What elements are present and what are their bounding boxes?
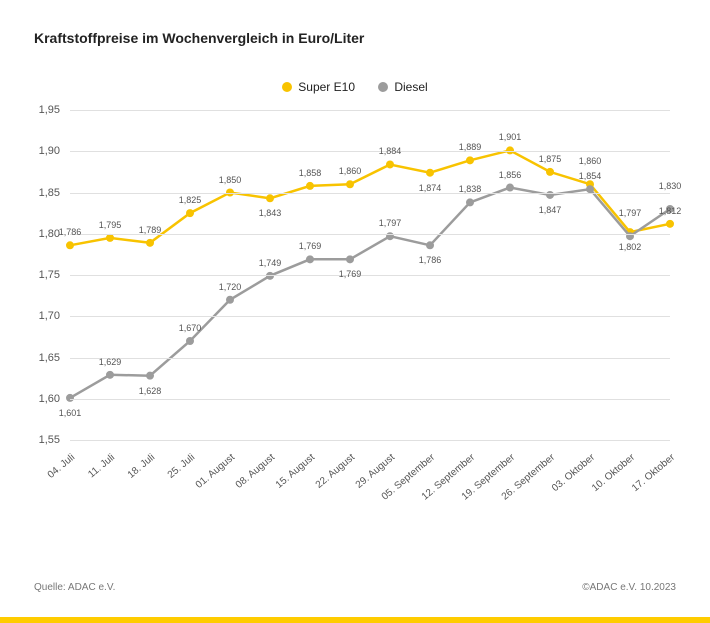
data-label: 1,858 [299, 168, 322, 178]
copyright-caption: ©ADAC e.V. 10.2023 [582, 582, 676, 593]
data-label: 1,860 [339, 166, 362, 176]
gridline [70, 358, 670, 359]
data-point [146, 239, 154, 247]
chart-title: Kraftstoffpreise im Wochenvergleich in E… [34, 30, 364, 46]
data-point [466, 156, 474, 164]
data-point [66, 241, 74, 249]
chart-area: 1,551,601,651,701,751,801,851,901,9504. … [70, 110, 670, 440]
data-label: 1,797 [619, 208, 642, 218]
x-axis-label: 01. August [194, 452, 237, 491]
data-label: 1,720 [219, 282, 242, 292]
data-label: 1,769 [339, 269, 362, 279]
x-axis-label: 15. August [274, 452, 317, 491]
page-root: Kraftstoffpreise im Wochenvergleich in E… [0, 0, 710, 623]
y-axis-label: 1,80 [10, 228, 60, 240]
x-axis-label: 17. Oktober [630, 452, 677, 494]
data-point [306, 182, 314, 190]
x-axis-label: 08. August [234, 452, 277, 491]
data-point [426, 241, 434, 249]
data-label: 1,847 [539, 205, 562, 215]
data-label: 1,789 [139, 225, 162, 235]
data-point [146, 372, 154, 380]
gridline [70, 275, 670, 276]
legend-item-diesel: Diesel [378, 80, 427, 94]
data-label: 1,901 [499, 132, 522, 142]
y-axis-label: 1,70 [10, 310, 60, 322]
data-label: 1,854 [579, 171, 602, 181]
data-point [466, 198, 474, 206]
legend: Super E10 Diesel [0, 80, 710, 95]
data-point [226, 296, 234, 304]
data-point [106, 234, 114, 242]
data-point [426, 169, 434, 177]
legend-swatch-e10 [282, 82, 292, 92]
data-label: 1,802 [619, 242, 642, 252]
data-label: 1,860 [579, 156, 602, 166]
data-point [106, 371, 114, 379]
source-caption: Quelle: ADAC e.V. [34, 582, 115, 593]
data-label: 1,843 [259, 208, 282, 218]
data-point [346, 180, 354, 188]
x-axis-label: 11. Juli [86, 452, 117, 480]
y-axis-label: 1,65 [10, 352, 60, 364]
data-point [346, 255, 354, 263]
y-axis-label: 1,90 [10, 145, 60, 157]
data-label: 1,769 [299, 241, 322, 251]
data-point [186, 209, 194, 217]
y-axis-label: 1,95 [10, 104, 60, 116]
data-point [266, 194, 274, 202]
data-point [546, 168, 554, 176]
data-point [306, 255, 314, 263]
data-label: 1,884 [379, 146, 402, 156]
legend-label-diesel: Diesel [394, 80, 427, 94]
gridline [70, 110, 670, 111]
gridline [70, 193, 670, 194]
series-line-diesel [70, 188, 670, 398]
x-axis-label: 22. August [314, 452, 357, 491]
y-axis-label: 1,55 [10, 434, 60, 446]
data-label: 1,749 [259, 258, 282, 268]
data-point [666, 220, 674, 228]
accent-bar [0, 617, 710, 623]
y-axis-label: 1,75 [10, 269, 60, 281]
x-axis-label: 18. Juli [126, 452, 157, 481]
data-label: 1,889 [459, 142, 482, 152]
data-label: 1,629 [99, 357, 122, 367]
y-axis-label: 1,60 [10, 393, 60, 405]
gridline [70, 316, 670, 317]
data-label: 1,795 [99, 220, 122, 230]
data-label: 1,601 [59, 408, 82, 418]
data-label: 1,670 [179, 323, 202, 333]
x-axis-label: 04. Juli [46, 452, 77, 481]
data-label: 1,812 [659, 206, 682, 216]
data-label: 1,830 [659, 181, 682, 191]
legend-item-e10: Super E10 [282, 80, 355, 94]
data-label: 1,786 [59, 227, 82, 237]
x-axis-label: 25. Juli [166, 452, 197, 481]
data-label: 1,797 [379, 218, 402, 228]
gridline [70, 151, 670, 152]
gridline [70, 399, 670, 400]
data-label: 1,628 [139, 386, 162, 396]
gridline [70, 440, 670, 441]
data-label: 1,874 [419, 183, 442, 193]
data-point [186, 337, 194, 345]
data-point [506, 184, 514, 192]
data-label: 1,856 [499, 170, 522, 180]
legend-label-e10: Super E10 [298, 80, 355, 94]
x-axis-label: 10. Oktober [590, 452, 637, 494]
data-label: 1,875 [539, 154, 562, 164]
y-axis-label: 1,85 [10, 187, 60, 199]
data-label: 1,838 [459, 184, 482, 194]
data-label: 1,825 [179, 195, 202, 205]
data-point [386, 160, 394, 168]
legend-swatch-diesel [378, 82, 388, 92]
x-axis-label: 03. Oktober [550, 452, 597, 494]
data-label: 1,786 [419, 255, 442, 265]
data-label: 1,850 [219, 175, 242, 185]
